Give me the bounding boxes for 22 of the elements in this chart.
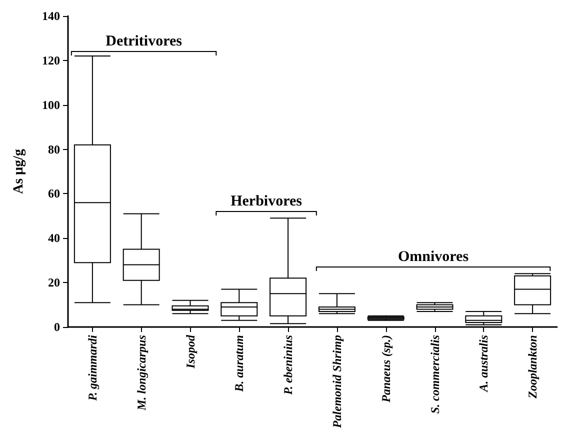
y-tick-label: 120 [42, 53, 60, 68]
y-tick-label: 60 [48, 186, 60, 201]
x-tick-label: A. australis [476, 334, 491, 393]
y-tick-label: 80 [48, 142, 60, 156]
x-tick-label: Zooplankton [526, 334, 540, 400]
x-tick-label: P. gaimmardi [85, 334, 100, 401]
x-tick-label: B. auratum [232, 335, 246, 393]
annotation: Herbivores [230, 193, 302, 210]
y-tick-label: 40 [48, 231, 60, 246]
annotation: Omnivores [398, 249, 469, 266]
y-tick-label: 20 [48, 276, 60, 290]
x-tick-label: Palemonid Shrimp [330, 335, 344, 428]
x-tick-label: P. ebeninius [281, 334, 296, 395]
y-tick-label: 140 [42, 9, 60, 23]
x-tick-label: Isopod [183, 334, 198, 370]
x-tick-label: M. longicarpus [134, 334, 148, 412]
x-tick-label: Panaeus (sp.) [378, 335, 393, 402]
y-axis-title: As µg/g [12, 148, 26, 194]
annotation: Detritivores [106, 34, 182, 50]
x-tick-label: S. commercialis [428, 334, 442, 414]
y-tick-label: 0 [54, 320, 60, 334]
y-tick-label: 100 [42, 98, 60, 112]
